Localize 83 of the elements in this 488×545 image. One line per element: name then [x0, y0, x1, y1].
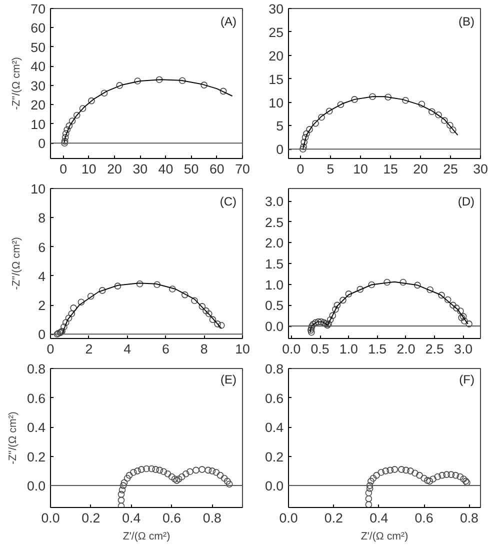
x-tick-label: 40 [158, 162, 174, 176]
annotation: (C) [220, 194, 237, 208]
x-tick-label: 50 [184, 162, 199, 176]
y-tick-label: 8 [38, 210, 46, 226]
annotation: (E) [220, 372, 237, 386]
y-tick-label: 2.5 [264, 214, 284, 230]
x-tick-label: 0 [296, 162, 304, 176]
y-axis-title: -Z''/(Ω cm²) [10, 237, 23, 290]
y-tick-label: 50 [30, 40, 46, 55]
x-tick-label: 10 [353, 162, 368, 176]
x-tick-label: 60 [209, 162, 224, 176]
y-tick-label: 0.6 [26, 390, 46, 406]
x-tick-label: 2 [85, 342, 93, 356]
y-tick-label: 2.0 [264, 236, 284, 251]
y-tick-label: 10 [268, 95, 284, 110]
x-tick-label: 25 [443, 162, 458, 176]
y-tick-label: 0.0 [264, 319, 284, 334]
y-tick-label: 40 [30, 59, 46, 74]
x-tick-label: 70 [235, 162, 250, 176]
y-tick-label: 25 [268, 24, 284, 40]
y-tick-label: 6 [38, 240, 46, 255]
annotation: (F) [459, 372, 475, 386]
y-tick-label: 0.6 [264, 390, 284, 406]
y-tick-label: 30 [268, 2, 284, 16]
y-tick-label: 0.4 [264, 420, 284, 436]
y-tick-label: 0.8 [264, 362, 284, 376]
x-tick-label: 3.0 [454, 342, 473, 356]
x-tick-label: 0 [60, 162, 68, 176]
y-tick-label: 0.4 [26, 420, 46, 436]
x-tick-label: 8 [200, 342, 208, 356]
x-tick-label: 10 [235, 342, 250, 356]
x-tick-label: 30 [473, 162, 488, 176]
x-tick-label: 1.5 [368, 342, 387, 356]
annotation: (B) [458, 14, 475, 28]
x-tick-label: 0.8 [460, 510, 478, 526]
x-tick-label: 20 [413, 162, 428, 176]
y-tick-label: 0 [276, 142, 284, 158]
annotation: (A) [220, 14, 237, 28]
y-tick-label: 20 [268, 48, 284, 64]
y-axis-title: -Z''/(Ω cm²) [6, 412, 19, 464]
x-tick-label: 0.2 [324, 510, 343, 526]
y-tick-label: 1.0 [264, 277, 284, 292]
x-tick-label: 0.5 [310, 342, 330, 356]
y-axis-title: -Z''/(Ω cm²) [10, 57, 23, 110]
y-tick-label: 0.0 [264, 478, 284, 494]
y-tick-label: 20 [30, 98, 46, 113]
y-tick-label: 0.2 [264, 449, 284, 464]
x-tick-label: 2.5 [425, 342, 444, 356]
x-axis-title: Z'/(Ω cm²) [122, 530, 170, 542]
x-tick-label: 0.6 [414, 510, 434, 526]
y-tick-label: 10 [30, 182, 46, 196]
x-tick-label: 0.4 [370, 510, 389, 526]
x-tick-label: 2.0 [396, 342, 416, 356]
x-axis-title: Z'/(Ω cm²) [360, 530, 408, 542]
y-tick-label: 60 [30, 20, 46, 36]
y-tick-label: 30 [30, 78, 46, 94]
x-tick-label: 4 [124, 342, 132, 356]
x-tick-label: 20 [107, 162, 122, 176]
x-tick-label: 1.0 [339, 342, 358, 356]
y-tick-label: 15 [268, 72, 284, 87]
x-tick-label: 6 [162, 342, 170, 356]
x-tick-label: 15 [383, 162, 398, 176]
annotation: (D) [458, 194, 475, 208]
y-tick-label: 1.5 [264, 256, 284, 272]
y-tick-label: 70 [30, 2, 46, 16]
y-tick-label: 0.8 [26, 362, 46, 376]
y-tick-label: 0.5 [264, 298, 284, 314]
y-tick-label: 10 [30, 116, 46, 132]
y-tick-label: 2 [38, 298, 46, 314]
y-tick-label: 5 [276, 118, 284, 134]
x-tick-label: 5 [326, 162, 334, 176]
x-tick-label: 30 [132, 162, 148, 176]
x-tick-label: 0.8 [202, 510, 222, 526]
y-tick-label: 0 [38, 327, 46, 342]
x-tick-label: 0.6 [162, 510, 182, 526]
y-tick-label: 0 [38, 136, 46, 152]
y-tick-label: 3.0 [264, 194, 284, 209]
x-tick-label: 0.4 [122, 510, 142, 526]
x-tick-label: 10 [81, 162, 96, 176]
y-tick-label: 0.0 [26, 478, 46, 494]
x-tick-label: 0.2 [82, 510, 100, 526]
y-tick-label: 0.2 [26, 449, 46, 464]
y-tick-label: 4 [38, 268, 46, 284]
